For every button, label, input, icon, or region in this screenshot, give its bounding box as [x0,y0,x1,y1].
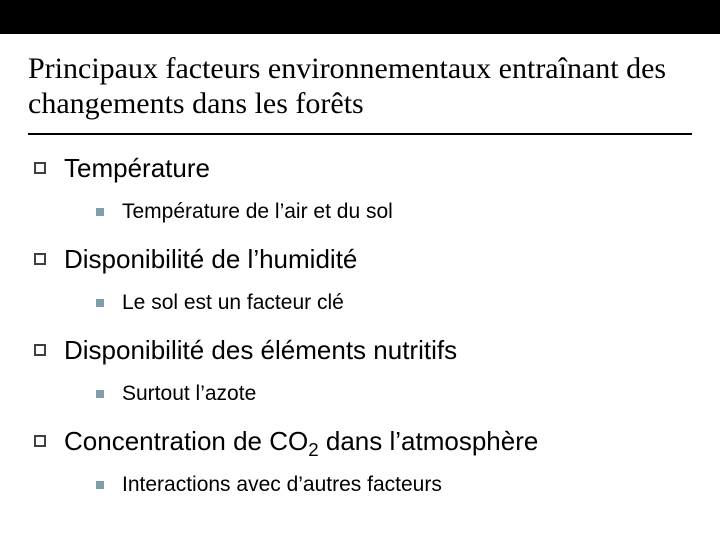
list-subitem: Surtout l’azote [96,382,692,406]
square-bullet-icon [34,344,46,356]
top-decorative-band [0,0,720,34]
list-subitem: Interactions avec d’autres facteurs [96,473,692,497]
factor-list: Température Température de l’air et du s… [28,153,692,497]
list-item-label: Concentration de CO2 dans l’atmosphère [64,426,538,457]
list-subitem-label: Température de l’air et du sol [122,200,393,224]
list-item: Disponibilité de l’humidité Le sol est u… [34,244,692,315]
list-subitem: Température de l’air et du sol [96,200,692,224]
list-subitem-label: Surtout l’azote [122,382,256,406]
list-item: Disponibilité des éléments nutritifs Sur… [34,335,692,406]
list-item-label: Disponibilité des éléments nutritifs [64,335,457,366]
list-item-label: Température [64,153,210,184]
list-subitem-label: Le sol est un facteur clé [122,291,344,315]
small-square-bullet-icon [96,481,104,489]
list-item-label: Disponibilité de l’humidité [64,244,357,275]
list-subitem: Le sol est un facteur clé [96,291,692,315]
list-subitem-label: Interactions avec d’autres facteurs [122,473,442,497]
small-square-bullet-icon [96,299,104,307]
small-square-bullet-icon [96,208,104,216]
list-item: Température Température de l’air et du s… [34,153,692,224]
square-bullet-icon [34,435,46,447]
small-square-bullet-icon [96,390,104,398]
title-underline [28,133,692,135]
page-title: Principaux facteurs environnementaux ent… [28,52,692,121]
slide-body: Principaux facteurs environnementaux ent… [0,34,720,527]
list-item: Concentration de CO2 dans l’atmosphère I… [34,426,692,497]
square-bullet-icon [34,162,46,174]
square-bullet-icon [34,253,46,265]
